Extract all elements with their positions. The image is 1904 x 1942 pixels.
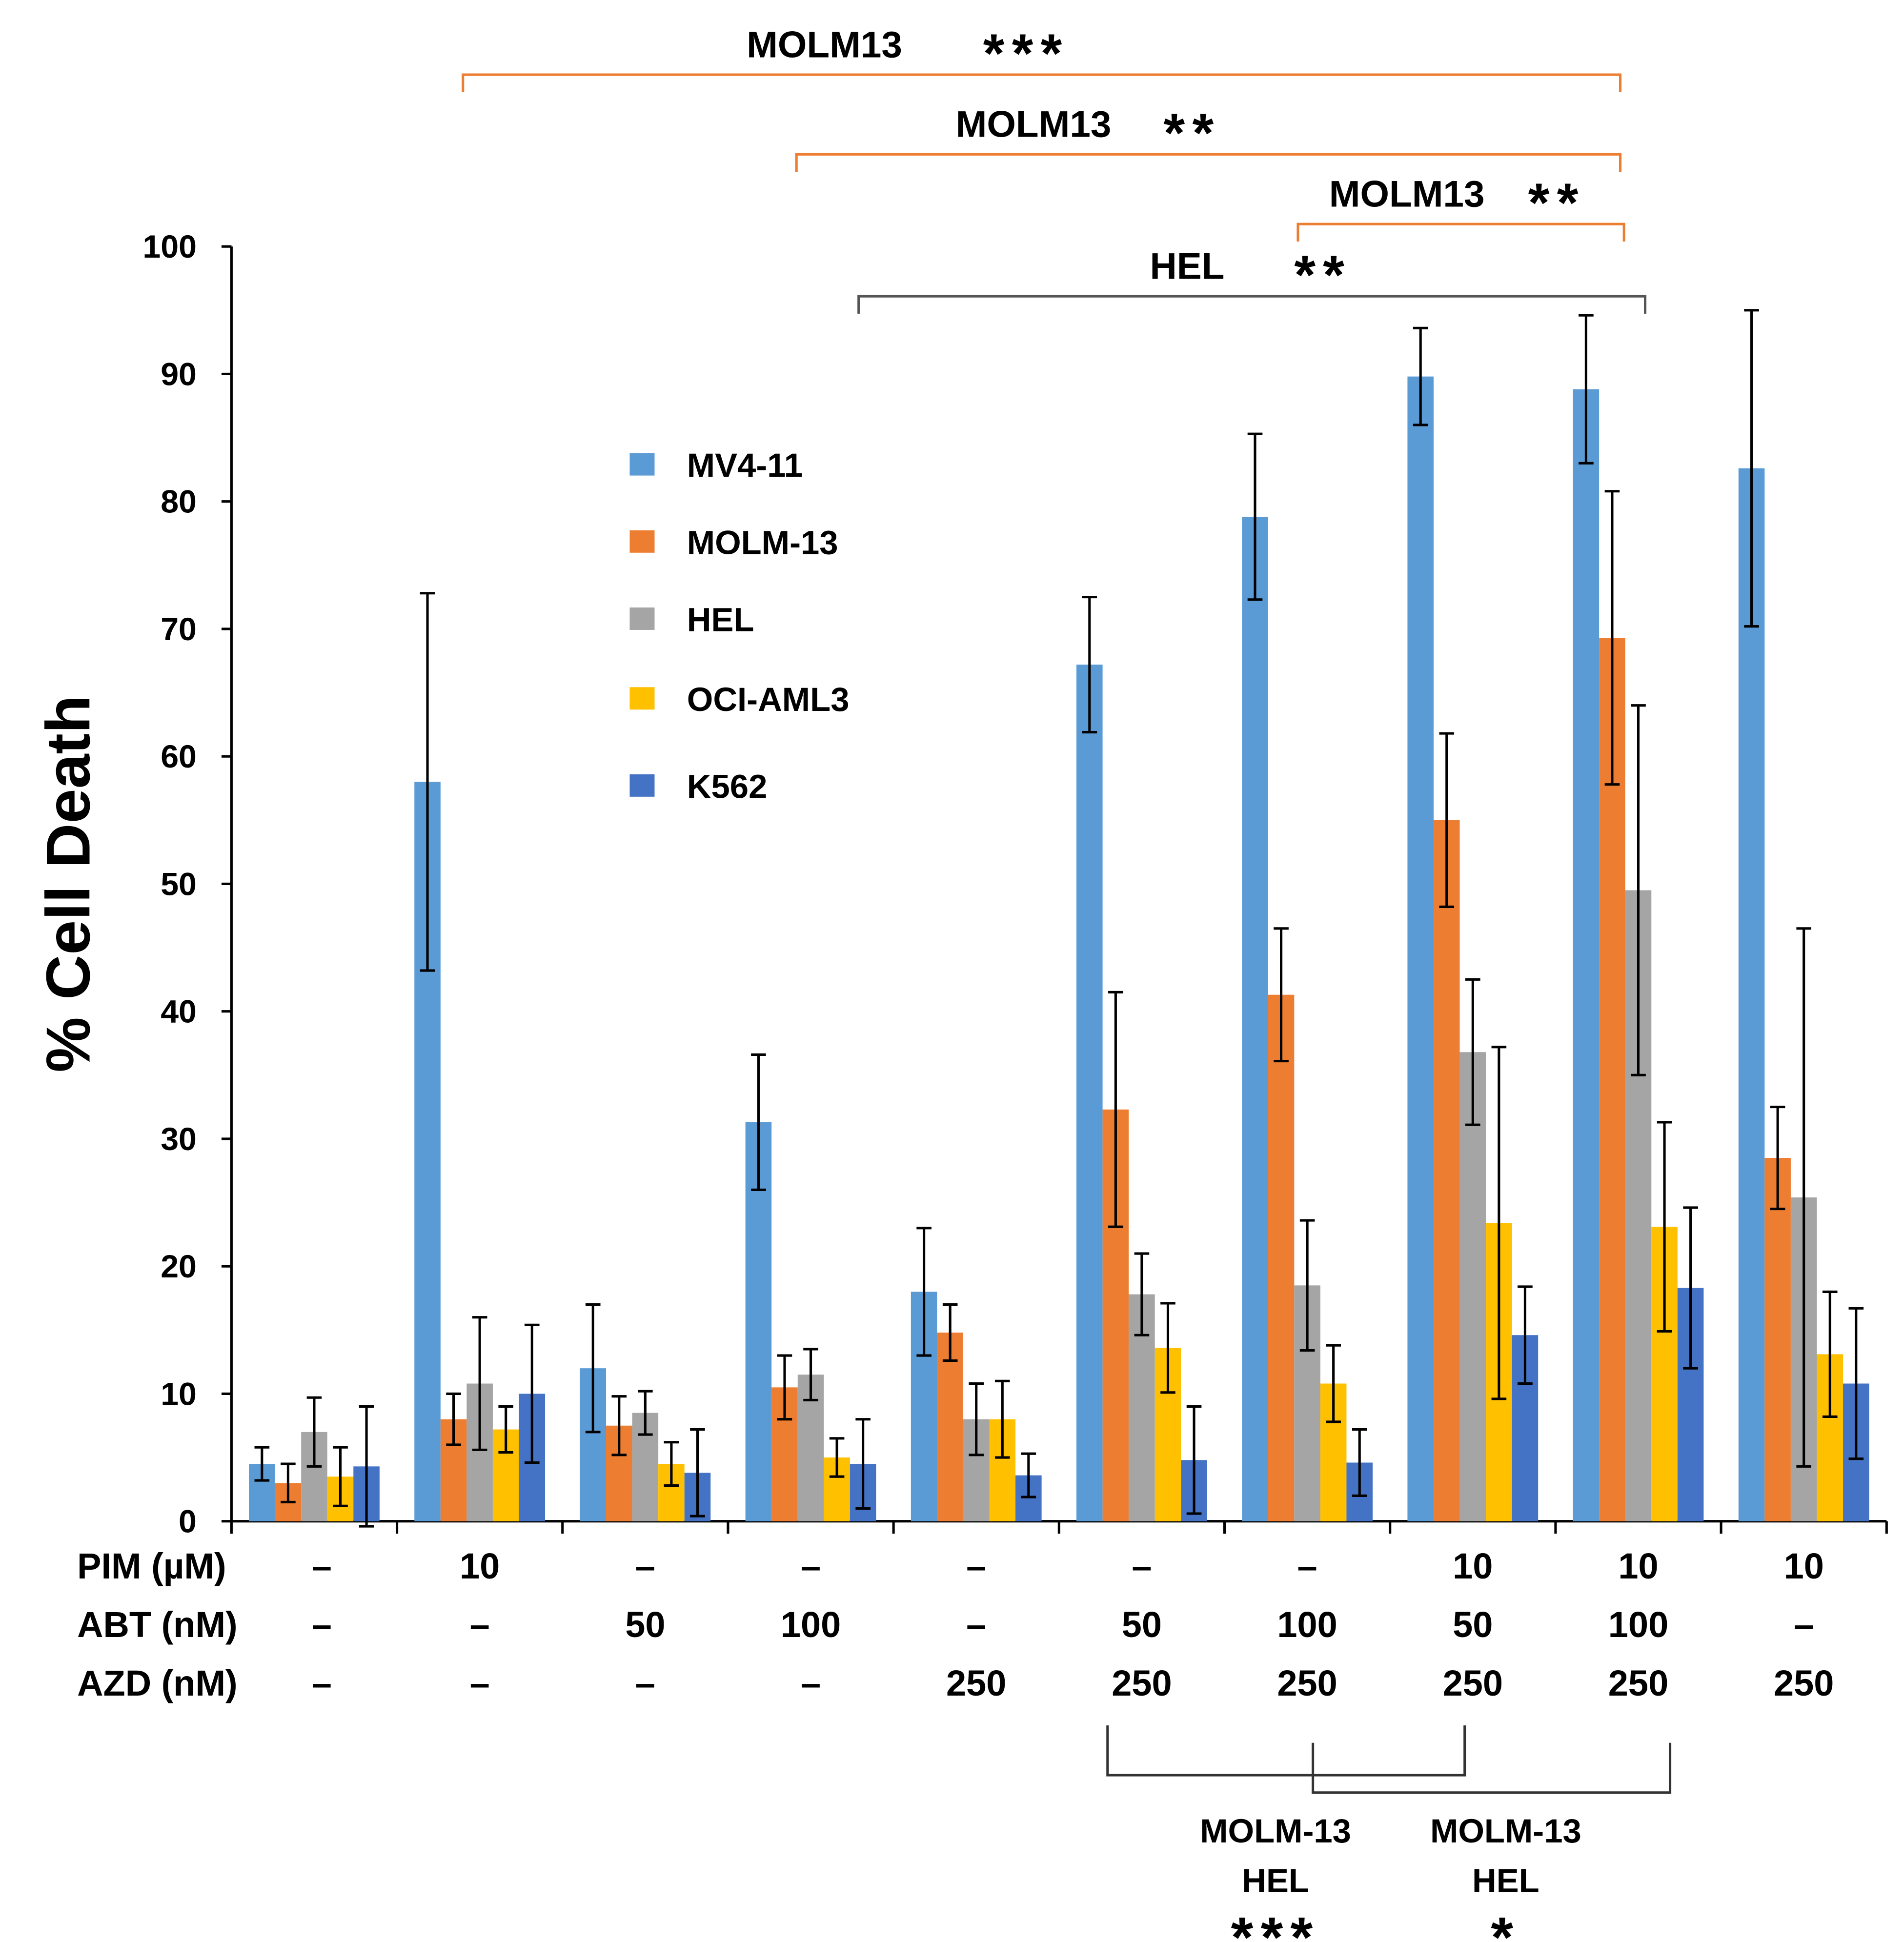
legend-swatch	[629, 530, 655, 553]
bar-molm-13	[1268, 994, 1295, 1521]
y-tick-label: 40	[161, 994, 197, 1030]
bar-mv4-11	[1573, 389, 1600, 1521]
significance-label: HEL	[1150, 245, 1225, 287]
y-tick-label: 0	[179, 1504, 197, 1540]
significance-label: HEL	[1242, 1862, 1309, 1900]
significance-label: MOLM13	[956, 104, 1112, 145]
legend-label: MV4-11	[687, 446, 803, 484]
significance-label: MOLM-13	[1430, 1812, 1581, 1850]
bar-mv4-11	[1076, 665, 1103, 1521]
condition-value: –	[470, 1604, 490, 1645]
significance-bracket	[795, 153, 1622, 172]
y-tick-label: 80	[161, 484, 197, 520]
bar-hel	[1459, 1052, 1486, 1521]
bar-mv4-11	[1242, 517, 1268, 1521]
legend-label: OCI-AML3	[687, 681, 850, 718]
condition-value: 50	[1453, 1604, 1493, 1645]
legend-swatch	[629, 607, 655, 630]
y-axis-label: % Cell Death	[34, 695, 103, 1072]
significance-stars: *	[1491, 1905, 1520, 1942]
condition-value: 250	[1443, 1663, 1503, 1703]
y-tick-label: 50	[161, 866, 197, 902]
significance-bracket	[1106, 1725, 1466, 1777]
y-tick-label: 60	[161, 739, 197, 775]
condition-label: PIM (µM)	[77, 1546, 226, 1586]
condition-value: 250	[1774, 1663, 1834, 1703]
condition-value: –	[801, 1546, 821, 1586]
condition-value: 10	[1618, 1546, 1658, 1586]
legend-label: K562	[687, 768, 768, 805]
significance-label: MOLM13	[747, 24, 902, 65]
y-tick-label: 100	[142, 229, 197, 265]
condition-value: 50	[625, 1604, 665, 1645]
significance-label: HEL	[1472, 1862, 1539, 1900]
significance-stars: ***	[1231, 1905, 1320, 1942]
significance-stars: **	[1164, 102, 1221, 163]
condition-value: –	[635, 1546, 655, 1586]
condition-value: –	[635, 1663, 655, 1703]
condition-value: –	[470, 1663, 490, 1703]
bar-molm-13	[937, 1333, 963, 1521]
legend-label: HEL	[687, 601, 754, 638]
condition-value: –	[966, 1604, 986, 1645]
significance-bracket	[462, 73, 1622, 92]
significance-bracket	[1312, 1742, 1672, 1794]
significance-bracket	[1296, 223, 1625, 242]
condition-value: –	[1132, 1546, 1152, 1586]
y-tick-label: 10	[161, 1376, 197, 1412]
condition-label: AZD (nM)	[77, 1663, 238, 1703]
condition-value: 10	[1784, 1546, 1824, 1586]
condition-value: 50	[1122, 1604, 1162, 1645]
significance-label: MOLM-13	[1200, 1812, 1351, 1850]
condition-value: –	[801, 1663, 821, 1703]
y-tick-label: 30	[161, 1121, 197, 1157]
bar-molm-13	[1764, 1158, 1791, 1521]
condition-value: –	[1794, 1604, 1814, 1645]
legend-label: MOLM-13	[687, 524, 838, 561]
condition-value: –	[312, 1663, 332, 1703]
significance-bracket	[857, 295, 1647, 314]
condition-value: –	[966, 1546, 986, 1586]
condition-value: 250	[1608, 1663, 1668, 1703]
condition-value: 10	[460, 1546, 500, 1586]
bar-mv4-11	[1407, 376, 1434, 1521]
condition-value: 10	[1453, 1546, 1493, 1586]
legend-swatch	[629, 453, 655, 476]
condition-value: 100	[1608, 1604, 1668, 1645]
y-tick-label: 20	[161, 1249, 197, 1285]
significance-stars: ***	[983, 22, 1070, 84]
condition-label: ABT (nM)	[77, 1604, 238, 1645]
bar-mv4-11	[1738, 468, 1765, 1521]
condition-value: 250	[1112, 1663, 1172, 1703]
significance-stars: **	[1294, 244, 1352, 305]
condition-value: 100	[1277, 1604, 1337, 1645]
y-tick-label: 70	[161, 611, 197, 647]
condition-value: 250	[946, 1663, 1006, 1703]
y-tick-label: 90	[161, 356, 197, 392]
condition-value: 250	[1277, 1663, 1337, 1703]
significance-stars: **	[1528, 172, 1586, 233]
significance-label: MOLM13	[1329, 174, 1485, 215]
condition-value: –	[1297, 1546, 1317, 1586]
bar-molm-13	[1433, 820, 1460, 1521]
condition-value: –	[312, 1604, 332, 1645]
legend-swatch	[629, 687, 655, 710]
legend-swatch	[629, 774, 655, 797]
condition-value: 100	[781, 1604, 841, 1645]
condition-value: –	[312, 1546, 332, 1586]
